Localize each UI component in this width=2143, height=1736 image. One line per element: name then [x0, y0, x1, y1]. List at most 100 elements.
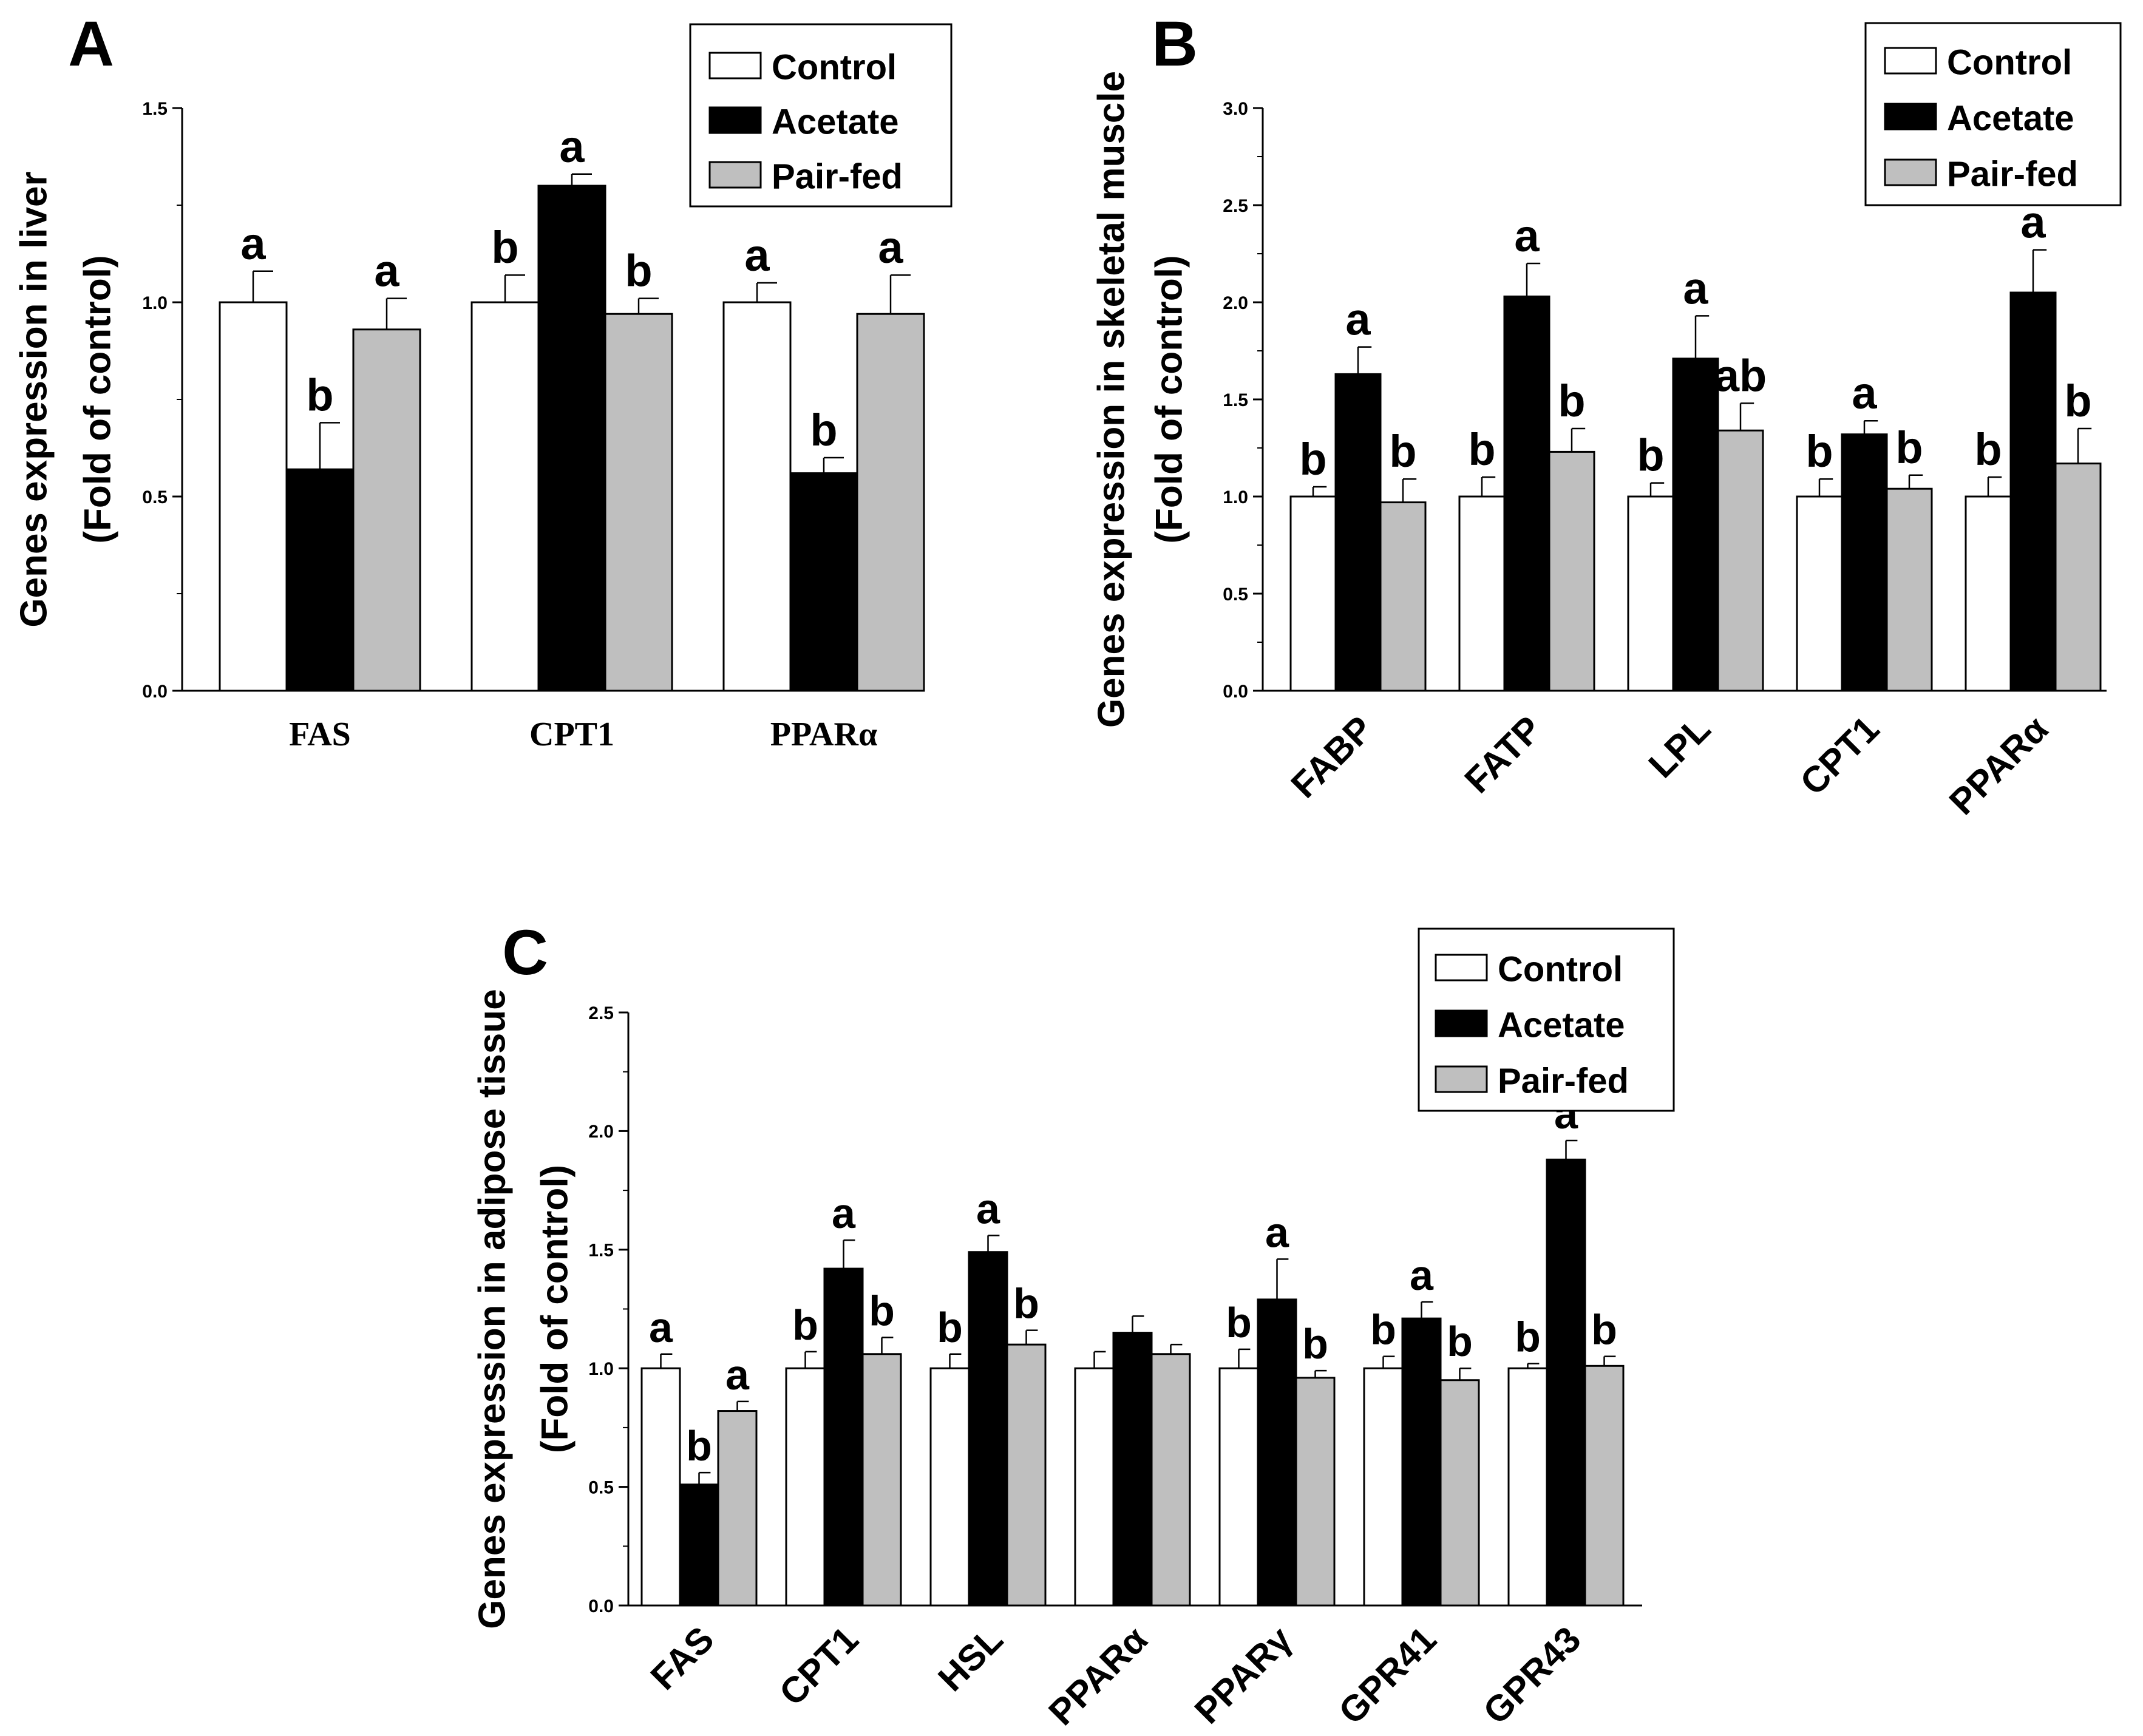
y-tick-label: 1.5 [588, 1241, 614, 1261]
bar-cpt1-pair-fed [1886, 487, 1933, 692]
bar-cpt1-acetate [823, 1267, 864, 1607]
significance-letter: b [2064, 376, 2091, 426]
legend-swatch-pair-fed [1884, 158, 1937, 186]
bar-ppar--acetate [1257, 1298, 1297, 1607]
significance-letter: b [1591, 1306, 1617, 1354]
bar-cpt1-control [785, 1367, 826, 1607]
bar-fas-pair-fed [717, 1410, 758, 1607]
bar-ppar--pair-fed [1295, 1377, 1336, 1607]
significance-letter: a [240, 219, 266, 269]
bar-ppar--acetate [2009, 291, 2057, 692]
bar-lpl-acetate [1672, 358, 1719, 692]
y-tick-label: 2.0 [588, 1122, 614, 1142]
significance-letter: b [1226, 1299, 1252, 1346]
significance-letter: b [1558, 376, 1585, 426]
significance-letter: b [1805, 426, 1833, 476]
legend-label-acetate: Acetate [772, 102, 899, 141]
y-tick-label: 1.0 [142, 293, 168, 313]
y-tick-label: 2.5 [588, 1003, 614, 1023]
significance-letter: b [937, 1304, 963, 1351]
bar-fas-pair-fed [352, 328, 421, 692]
significance-letter: a [1410, 1252, 1434, 1299]
y-tick-label: 0.0 [142, 682, 168, 702]
bar-ppar--control [1965, 495, 2012, 692]
significance-letter: b [792, 1301, 818, 1349]
bar-ppar--acetate [1112, 1332, 1153, 1607]
bar-ppar--pair-fed [856, 313, 925, 692]
bar-lpl-control [1627, 495, 1674, 692]
panel-label: B [1152, 8, 1198, 80]
significance-letter: b [686, 1422, 712, 1470]
y-tick-label: 1.0 [1223, 487, 1248, 507]
significance-letter: b [1302, 1320, 1328, 1368]
legend-swatch-acetate [1435, 1009, 1488, 1037]
significance-letter: a [976, 1185, 1000, 1232]
bar-fatp-acetate [1503, 295, 1550, 692]
bar-fas-acetate [679, 1483, 719, 1607]
legend-label-pair-fed: Pair-fed [1947, 154, 2078, 194]
bar-cpt1-pair-fed [861, 1353, 902, 1607]
bar-fas-control [640, 1367, 681, 1607]
significance-letter: a [649, 1304, 673, 1351]
legend-swatch-pair-fed [1435, 1065, 1488, 1093]
significance-letter: b [1974, 424, 2002, 475]
significance-letter: a [559, 121, 585, 172]
legend-label-acetate: Acetate [1498, 1005, 1625, 1045]
bar-hsl-acetate [968, 1251, 1008, 1607]
y-axis-title: Genes expression in adipose tissue [471, 989, 513, 1629]
y-tick-label: 0.0 [1223, 682, 1248, 702]
bar-ppar--pair-fed [2054, 463, 2102, 692]
y-tick-label: 1.0 [588, 1359, 614, 1379]
bar-hsl-control [929, 1367, 970, 1607]
y-tick-label: 2.5 [1223, 196, 1248, 216]
bar-cpt1-pair-fed [604, 313, 673, 692]
bar-fabp-control [1289, 495, 1337, 692]
y-tick-label: 0.5 [588, 1477, 614, 1497]
significance-letter: a [744, 230, 770, 280]
significance-letter: b [1013, 1280, 1039, 1327]
bar-cpt1-acetate [537, 185, 606, 692]
y-tick-label: 1.5 [142, 99, 168, 119]
panel-b: B Genes expression in skeletal muscle (Fol… [1090, 8, 2122, 822]
x-category-label: FAS [289, 716, 351, 753]
legend-label-control: Control [1498, 949, 1623, 989]
significance-letter: b [1637, 430, 1664, 481]
bar-ppar--control [1218, 1367, 1259, 1607]
panel-a: A Genes expression in liver (Fold of contr… [13, 8, 953, 753]
significance-letter: b [1299, 434, 1326, 484]
significance-letter: a [374, 246, 399, 296]
y-tick-label: 3.0 [1223, 99, 1248, 119]
significance-letter: b [1515, 1313, 1541, 1360]
significance-letter: b [1389, 426, 1416, 476]
bar-cpt1-acetate [1841, 433, 1888, 692]
bar-fas-control [219, 301, 288, 692]
y-axis-subtitle: (Fold of control) [534, 1165, 576, 1453]
significance-letter: b [1895, 422, 1923, 473]
bar-fatp-pair-fed [1548, 450, 1595, 692]
significance-letter: b [491, 222, 518, 273]
y-tick-label: 0.5 [142, 487, 168, 507]
significance-letter: b [625, 246, 652, 296]
significance-letter: b [869, 1287, 895, 1334]
legend-swatch-acetate [1884, 103, 1937, 131]
bar-cpt1-control [1796, 495, 1843, 692]
bar-ppar--acetate [789, 472, 858, 692]
significance-letter: b [1468, 424, 1495, 475]
legend-label-pair-fed: Pair-fed [772, 157, 903, 196]
significance-letter: a [1265, 1209, 1289, 1256]
legend-swatch-control [1435, 954, 1488, 982]
legend-label-control: Control [1947, 42, 2072, 82]
x-category-label: PPARα [770, 716, 877, 753]
panel-label: A [68, 8, 114, 80]
bar-gpr43-pair-fed [1584, 1365, 1625, 1607]
y-tick-label: 2.0 [1223, 293, 1248, 313]
bar-fatp-control [1458, 495, 1506, 692]
legend-label-control: Control [772, 47, 897, 87]
bar-gpr41-control [1363, 1367, 1404, 1607]
significance-letter: b [810, 405, 837, 455]
significance-letter: a [1852, 368, 1877, 418]
significance-letter: a [1345, 294, 1371, 345]
bar-ppar--control [722, 301, 792, 692]
